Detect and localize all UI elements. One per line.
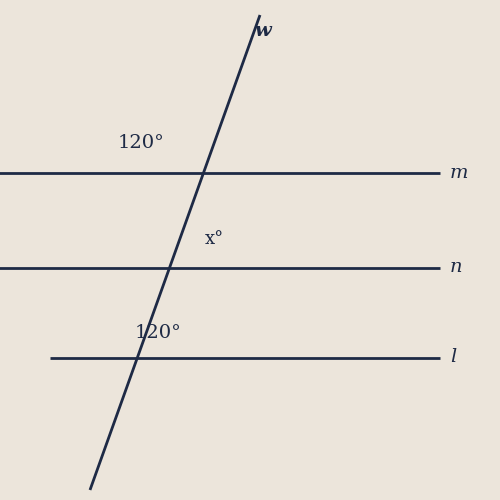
Text: w: w [254,22,271,40]
Text: n: n [450,258,462,276]
Text: x°: x° [205,230,224,248]
Text: l: l [450,348,456,366]
Text: 120°: 120° [135,324,182,342]
Text: 120°: 120° [118,134,165,152]
Text: m: m [450,164,468,182]
